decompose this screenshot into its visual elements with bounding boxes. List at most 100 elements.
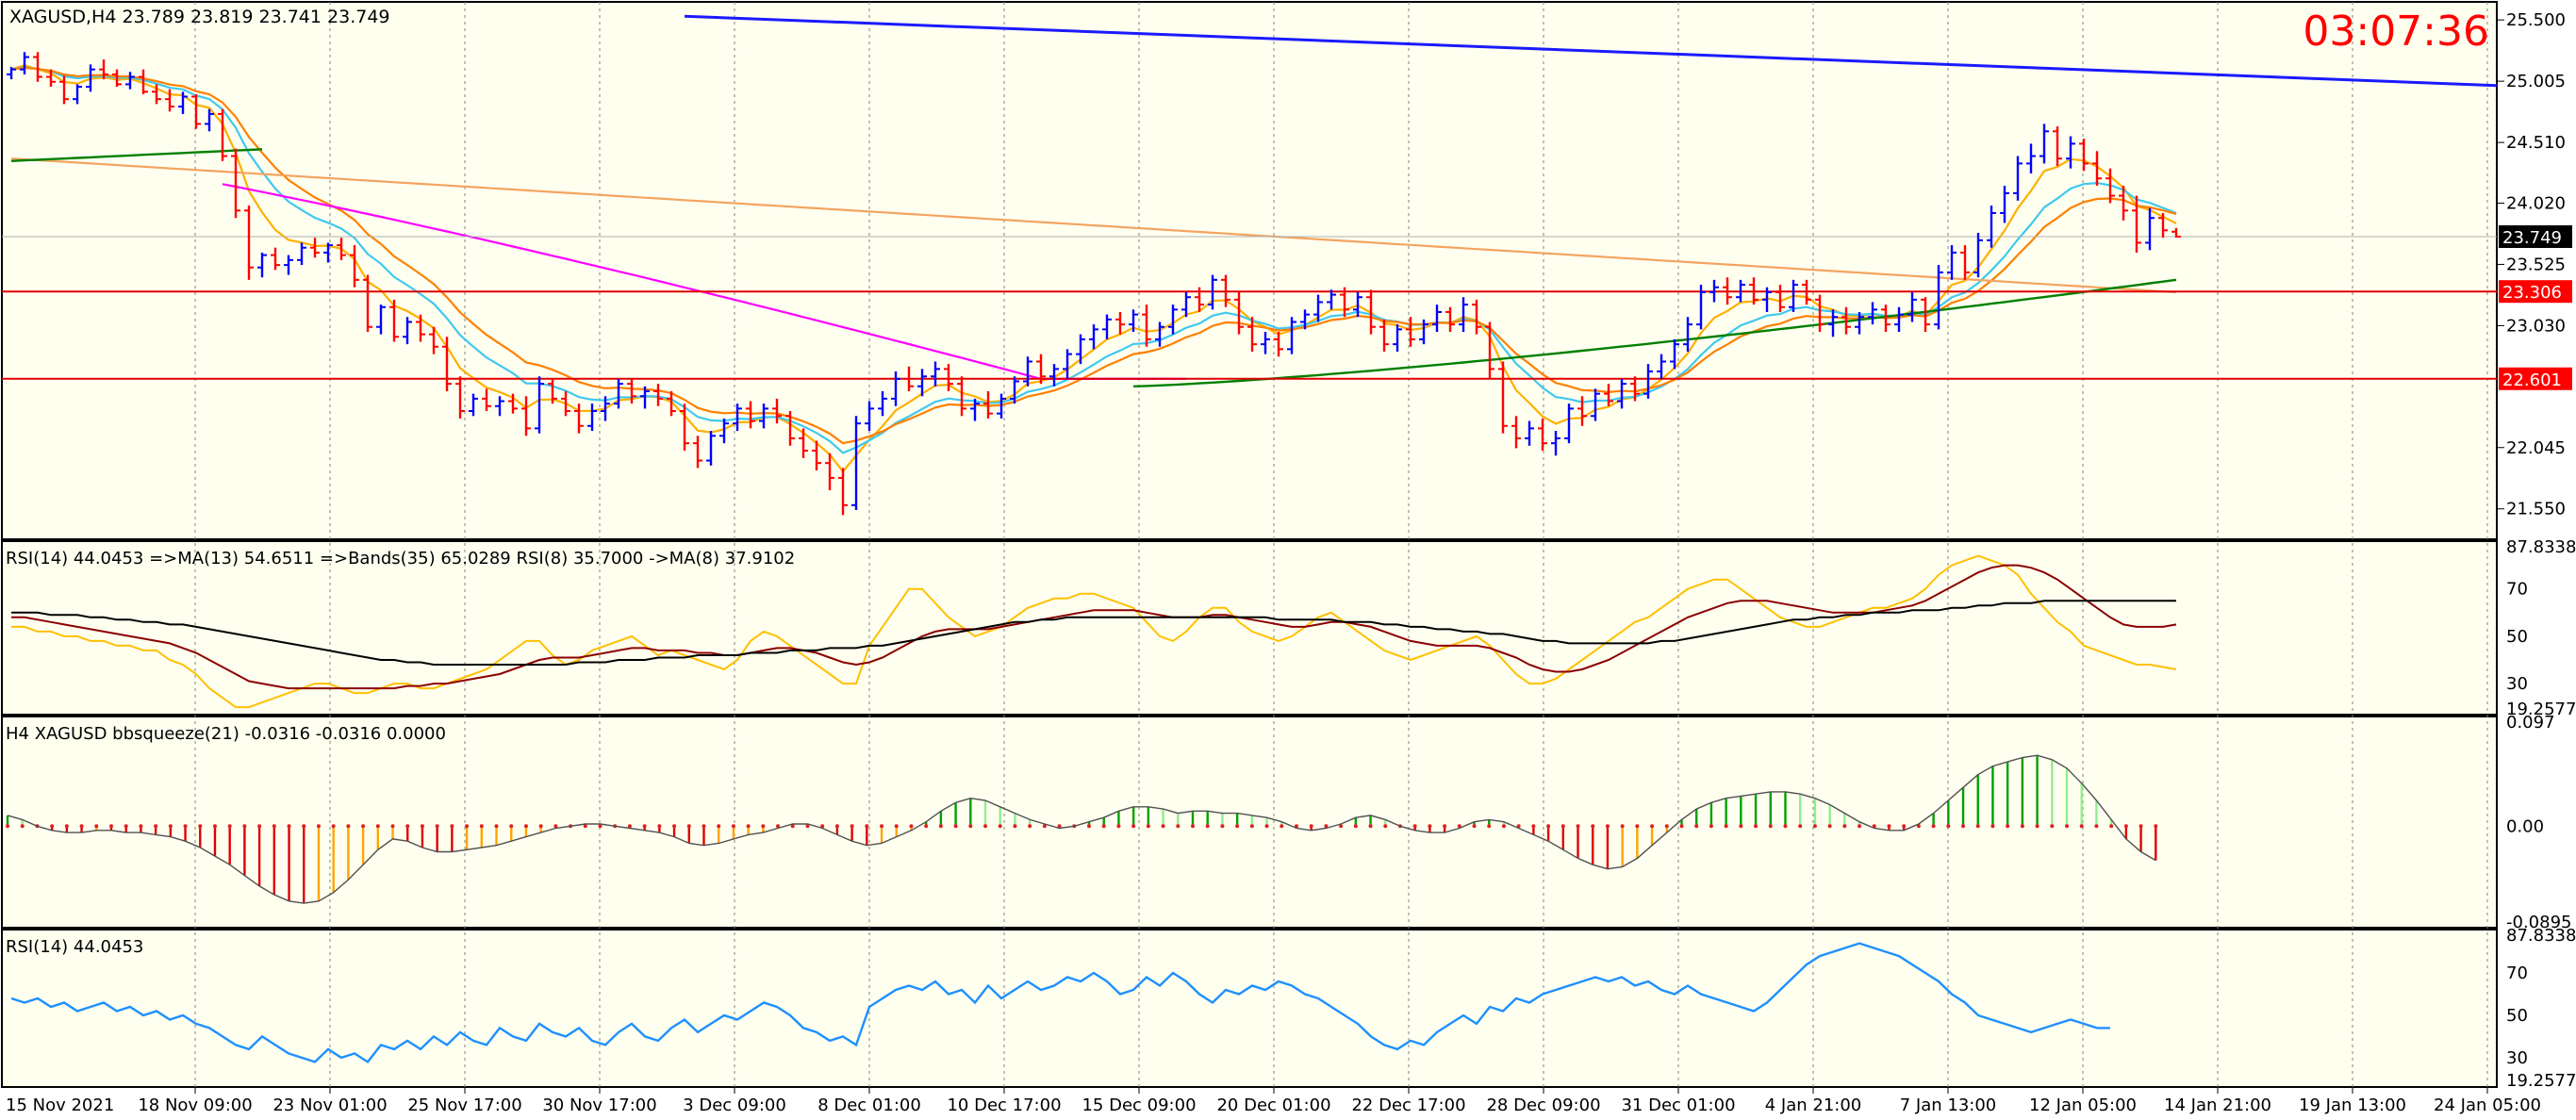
bbsqueeze-dot xyxy=(1087,824,1091,829)
time-tick-label: 24 Jan 05:00 xyxy=(2434,1095,2541,1115)
rsi-tick-label: 50 xyxy=(2506,1006,2528,1026)
bbsqueeze-dot xyxy=(998,824,1002,829)
price-bar xyxy=(1960,245,1970,280)
time-tick-label: 28 Dec 09:00 xyxy=(1486,1095,1600,1115)
bbsqueeze-dot xyxy=(272,824,276,829)
price-bar xyxy=(2119,186,2128,221)
price-bar xyxy=(1089,324,1098,350)
price-bar xyxy=(46,69,56,88)
time-tick-label: 30 Nov 17:00 xyxy=(542,1095,656,1115)
bbsqueeze-dot xyxy=(1591,824,1595,829)
bbsqueeze-dot xyxy=(1353,824,1358,829)
vertical-grid xyxy=(194,2,2488,1087)
price-tick-label: 25.500 xyxy=(2506,10,2566,30)
rsi-tick-label: 19.2577 xyxy=(2506,1071,2576,1091)
price-bar xyxy=(1393,324,1402,352)
rsi-axis: 87.8338 70 50 30 19.2577 xyxy=(2506,926,2576,1091)
price-bar xyxy=(495,396,504,417)
bbsqueeze-dot xyxy=(183,824,188,829)
bbsqueeze-tick-label: -0.0895 xyxy=(2506,913,2571,932)
bbsqueeze-dot xyxy=(1324,824,1329,829)
price-bar xyxy=(1617,378,1627,409)
bbsqueeze-dot xyxy=(1754,824,1759,829)
price-bar xyxy=(680,404,689,452)
time-tick-label: 8 Dec 01:00 xyxy=(817,1095,921,1115)
bbsqueeze-dot xyxy=(50,824,55,829)
level-price-label: 22.601 xyxy=(2502,371,2562,390)
price-bar xyxy=(389,299,399,342)
bbsqueeze-dot xyxy=(2020,824,2024,829)
bbsqueeze-dot xyxy=(761,824,766,829)
price-bar xyxy=(1195,287,1204,312)
bbsqueeze-dot xyxy=(1887,824,1891,829)
price-bar xyxy=(1802,279,1811,305)
price-bar xyxy=(416,314,425,342)
rsi-tick-label: 30 xyxy=(2506,1048,2528,1068)
bbsqueeze-dot xyxy=(583,824,587,829)
bbsqueeze-dot xyxy=(1057,824,1062,829)
price-bar xyxy=(1142,305,1151,347)
bbsqueeze-dot xyxy=(212,824,217,829)
bbsqueeze-dot xyxy=(702,824,706,829)
rsi-ma-series-line xyxy=(11,564,2177,690)
time-tick-label: 20 Dec 01:00 xyxy=(1216,1095,1330,1115)
bbsqueeze-dot xyxy=(894,824,899,829)
price-bar xyxy=(1855,311,1864,335)
price-bar xyxy=(1261,331,1270,354)
bbsqueeze-dot xyxy=(1812,824,1817,829)
price-bar xyxy=(653,384,663,406)
price-bar xyxy=(1366,289,1376,335)
bbsqueeze-dot xyxy=(242,824,247,829)
price-bar xyxy=(1775,285,1785,312)
price-bar xyxy=(1789,279,1798,312)
price-bar xyxy=(2132,195,2141,253)
price-bar xyxy=(1459,297,1468,332)
bbsqueeze-dot xyxy=(287,824,291,829)
price-bar xyxy=(284,255,293,275)
bbsqueeze-dot xyxy=(465,824,470,829)
bbsqueeze-dot xyxy=(6,824,9,829)
bbsqueeze-dot xyxy=(776,824,781,829)
price-bar xyxy=(442,337,452,392)
price-bar xyxy=(1815,294,1825,332)
price-bar xyxy=(508,393,518,414)
bbsqueeze-dot xyxy=(64,824,69,829)
bbsqueeze-dot xyxy=(1443,824,1447,829)
price-bar xyxy=(139,69,148,94)
bbsqueeze-dot xyxy=(1472,824,1477,829)
bbsqueeze-dot xyxy=(880,824,884,829)
price-bar xyxy=(1736,279,1745,303)
price-bar xyxy=(1881,305,1891,332)
price-bar xyxy=(1723,277,1732,305)
bbsqueeze-dot xyxy=(1294,824,1298,829)
bbsqueeze-dot xyxy=(1501,824,1506,829)
price-bar xyxy=(838,468,848,516)
price-bar xyxy=(1208,274,1217,310)
price-bar xyxy=(429,326,438,354)
price-bar xyxy=(746,401,755,429)
bbsqueeze-dot xyxy=(227,824,232,829)
bbsqueeze-dot xyxy=(2065,824,2070,829)
price-bar xyxy=(733,404,742,432)
price-bar xyxy=(1485,321,1494,379)
price-bar xyxy=(1591,388,1600,421)
bbsqueeze-dot xyxy=(2154,824,2158,829)
bbsqueeze-dot xyxy=(686,824,691,829)
bbsqueeze-dot xyxy=(1635,824,1640,829)
bbsqueeze-dot xyxy=(1516,824,1521,829)
price-bar xyxy=(1987,206,1996,248)
time-tick-label: 4 Jan 21:00 xyxy=(1765,1095,1862,1115)
price-bar xyxy=(2145,207,2155,251)
ma-fast-line xyxy=(10,64,2177,473)
bbsqueeze-dot xyxy=(1975,824,1980,829)
bbsqueeze-dot xyxy=(405,824,410,829)
price-bar xyxy=(1010,376,1019,404)
price-bar xyxy=(33,52,42,82)
bbsqueeze-dot xyxy=(154,824,158,829)
price-bar xyxy=(1670,338,1679,370)
price-bar xyxy=(574,404,584,434)
price-bar xyxy=(350,245,359,288)
time-tick-label: 14 Jan 21:00 xyxy=(2164,1095,2271,1115)
bbsqueeze-dot xyxy=(2006,824,2010,829)
price-bar xyxy=(73,84,82,105)
